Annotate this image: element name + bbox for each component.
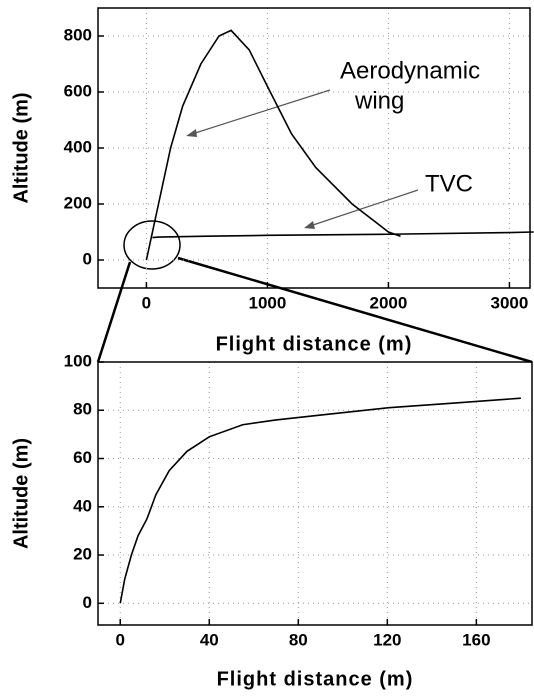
x-tick-label: 0 <box>142 293 151 312</box>
x-tick-label: 80 <box>289 630 308 649</box>
plot-frame <box>97 361 533 626</box>
y-tick-label: 400 <box>64 137 92 156</box>
y-tick-label: 40 <box>73 496 92 515</box>
annotation-arrow <box>191 89 331 135</box>
plot-frame <box>97 7 531 289</box>
trajectory-line <box>119 397 521 604</box>
y-axis-label: Altitude (m) <box>10 438 32 549</box>
y-tick-label: 100 <box>64 351 92 370</box>
annotation-arrow <box>309 189 419 227</box>
x-tick-label: 2000 <box>370 293 408 312</box>
annotation: Aerodynamic <box>340 57 480 84</box>
x-tick-label: 3000 <box>491 293 529 312</box>
x-tick-label: 160 <box>462 630 490 649</box>
trajectory-line <box>152 231 534 239</box>
y-tick-label: 800 <box>64 25 92 44</box>
x-tick-label: 120 <box>373 630 401 649</box>
x-tick-label: 1000 <box>248 293 286 312</box>
zoom-line <box>96 261 132 363</box>
arrow-head <box>304 221 315 229</box>
trajectory-line <box>145 29 401 261</box>
y-tick-label: 200 <box>64 193 92 212</box>
y-tick-label: 0 <box>83 593 92 612</box>
y-tick-label: 0 <box>83 249 92 268</box>
x-axis-label: Flight distance (m) <box>216 333 413 355</box>
x-tick-label: 40 <box>200 630 219 649</box>
arrow-head <box>186 129 197 137</box>
zoom-line <box>177 256 533 364</box>
y-tick-label: 60 <box>73 448 92 467</box>
y-tick-label: 20 <box>73 545 92 564</box>
y-tick-label: 80 <box>73 400 92 419</box>
annotation: wing <box>354 87 404 114</box>
annotation: TVC <box>425 170 473 197</box>
x-tick-label: 0 <box>116 630 125 649</box>
y-tick-label: 600 <box>64 81 92 100</box>
x-axis-label: Flight distance (m) <box>217 668 414 690</box>
y-axis-label: Altitude (m) <box>10 92 32 203</box>
zoom-ellipse <box>123 220 181 270</box>
